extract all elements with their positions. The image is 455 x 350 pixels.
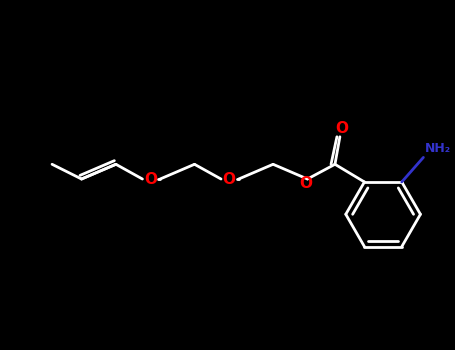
Text: O: O [222,172,235,187]
Text: NH₂: NH₂ [425,142,451,155]
Text: O: O [144,172,157,187]
Text: O: O [299,176,312,191]
Text: O: O [335,121,349,136]
